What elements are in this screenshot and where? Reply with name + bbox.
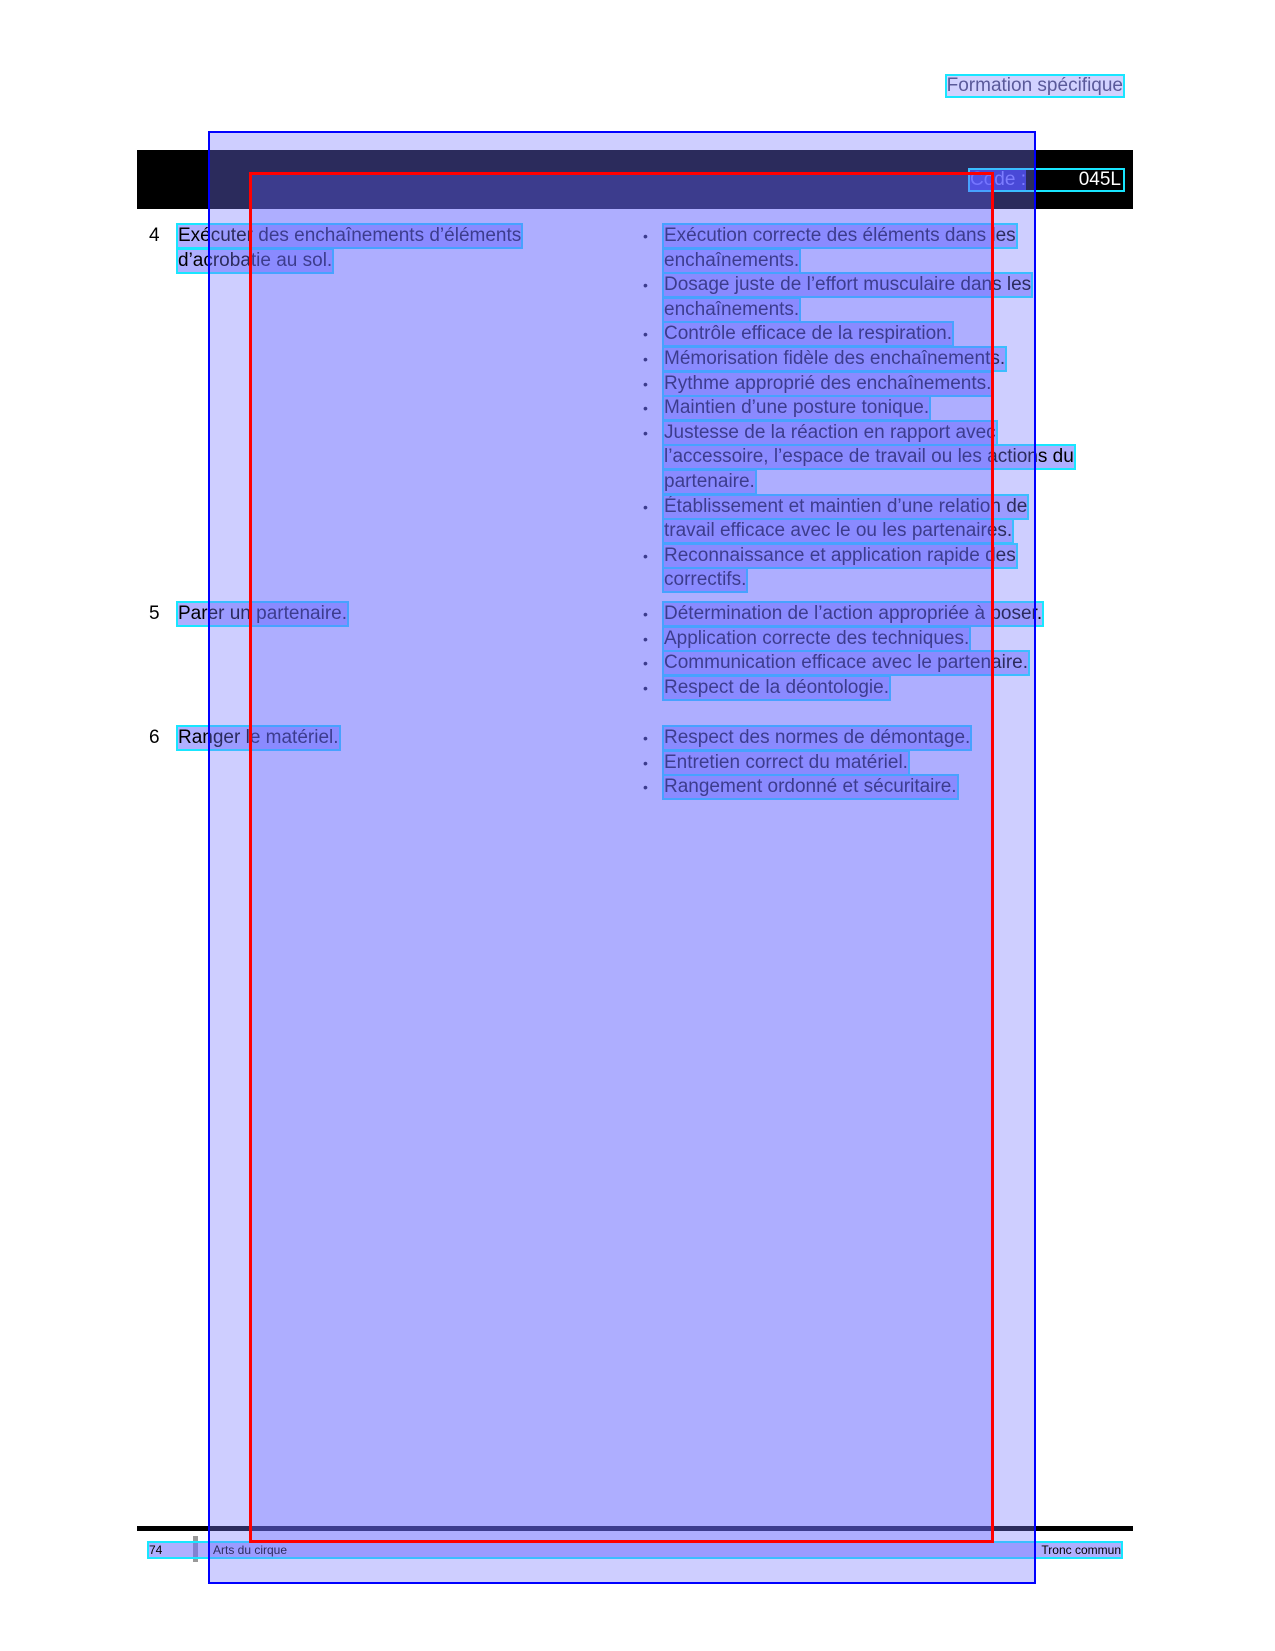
criterion-text: Reconnaissance et application rapide des <box>662 542 1018 569</box>
criterion-text: Exécution correcte des éléments dans les <box>662 223 1018 249</box>
criterion-text: travail efficace avec le ou les partenai… <box>661 518 1015 545</box>
footer-highlight <box>147 1541 1123 1559</box>
bullet-icon: • <box>643 606 648 622</box>
section-title: Formation spécifique <box>944 74 1126 98</box>
bullet-icon: • <box>643 326 648 343</box>
bullet-icon: • <box>643 228 648 244</box>
footer-rule <box>137 1526 1133 1531</box>
bullet-icon: • <box>643 375 648 392</box>
code-field: Code : 045L <box>968 168 1125 192</box>
criterion-text: Application correcte des techniques. <box>661 625 972 652</box>
competency-text: Ranger le matériel. <box>176 725 341 751</box>
criterion-text: Entretien correct du matériel. <box>662 749 910 776</box>
bullet-icon: • <box>643 655 648 672</box>
bullet-icon: • <box>643 400 648 417</box>
row-number: 5 <box>149 603 160 624</box>
bullet-icon: • <box>643 630 648 647</box>
criterion-text: Respect des normes de démontage. <box>661 725 973 751</box>
criterion-text: Communication efficace avec le partenair… <box>661 650 1031 677</box>
bullet-icon: • <box>643 351 648 367</box>
bullet-icon: • <box>643 754 648 771</box>
criterion-text: Justesse de la réaction en rapport avec <box>662 419 998 446</box>
page-number: 74 <box>149 1543 163 1557</box>
row-number: 4 <box>149 225 160 246</box>
criterion-text: Établissement et maintien d’une relation… <box>661 493 1030 520</box>
bullet-icon: • <box>643 424 648 441</box>
competency-text: Parer un partenaire. <box>176 601 349 627</box>
criterion-text: enchaînements. <box>661 247 802 274</box>
criterion-text: Maintien d’une posture tonique. <box>661 395 932 422</box>
criterion-text: l’accessoire, l’espace de travail ou les… <box>662 444 1076 471</box>
bullet-icon: • <box>643 277 648 294</box>
criterion-text: Détermination de l’action appropriée à p… <box>661 601 1045 627</box>
criterion-text: Respect de la déontologie. <box>662 674 891 701</box>
row-number: 6 <box>149 727 160 748</box>
footer-program: Arts du cirque <box>213 1543 288 1557</box>
bullet-icon: • <box>643 779 648 796</box>
criterion-text: Dosage juste de l’effort musculaire dans… <box>661 272 1034 299</box>
code-value: 045L <box>1078 169 1121 190</box>
bullet-icon: • <box>643 547 648 564</box>
competency-text: Exécuter des enchaînements d’éléments <box>175 223 524 249</box>
footer-track: Tronc commun <box>1041 1543 1121 1557</box>
criterion-text: Contrôle efficace de la respiration. <box>662 321 954 348</box>
criterion-text: Mémorisation fidèle des enchaînements. <box>661 346 1008 372</box>
criterion-text: correctifs. <box>661 567 749 594</box>
criterion-text: partenaire. <box>662 469 757 495</box>
code-label: Code : <box>970 169 1026 190</box>
header-band <box>137 150 1133 209</box>
bullet-icon: • <box>643 498 648 515</box>
competency-text: d’acrobatie au sol. <box>175 247 335 274</box>
bullet-icon: • <box>643 730 648 746</box>
criterion-text: Rangement ordonné et sécuritaire. <box>662 774 959 801</box>
criterion-text: Rythme approprié des enchaînements. <box>661 370 994 397</box>
criterion-text: enchaînements. <box>661 296 802 323</box>
bullet-icon: • <box>643 679 648 696</box>
